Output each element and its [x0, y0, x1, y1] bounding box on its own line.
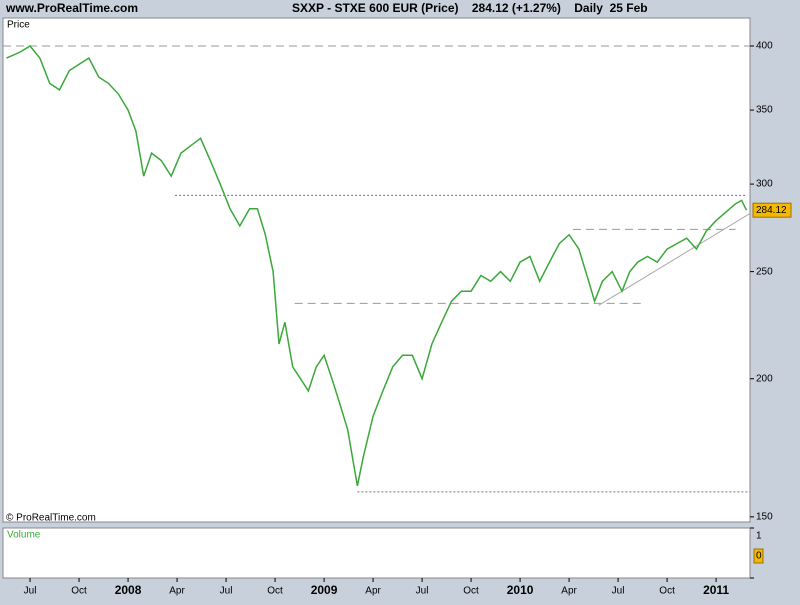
volume-box [753, 548, 764, 564]
panel-label: Price [7, 20, 30, 31]
x-tick-label: Apr [169, 586, 185, 597]
price-line [6, 45, 748, 487]
x-tick-label: Oct [71, 586, 87, 597]
last-price-label: 284.12 [756, 205, 787, 216]
reference-line [598, 213, 750, 306]
copyright: © ProRealTime.com [6, 513, 96, 524]
x-tick-label: Oct [659, 586, 675, 597]
x-tick-label: Jul [416, 586, 429, 597]
chart-title: SXXP - STXE 600 EUR (Price) 284.12 (+1.2… [292, 1, 648, 15]
y-tick-label: 300 [756, 179, 773, 190]
volume-tick-label: 1 [756, 531, 762, 542]
y-tick-label: 150 [756, 511, 773, 522]
y-tick-label: 400 [756, 41, 773, 52]
x-tick-label: Jul [220, 586, 233, 597]
x-tick-label: Oct [463, 586, 479, 597]
x-tick-label: Jul [612, 586, 625, 597]
y-tick-label: 250 [756, 266, 773, 277]
x-tick-label: 2010 [507, 583, 534, 597]
header-bar [0, 0, 800, 18]
x-tick-label: Apr [561, 586, 577, 597]
volume-panel [2, 527, 751, 579]
x-tick-label: Apr [365, 586, 381, 597]
x-tick-label: 2011 [703, 583, 729, 597]
volume-label: Volume [7, 530, 41, 541]
site-name: www.ProRealTime.com [5, 1, 138, 15]
x-tick-label: 2008 [115, 583, 142, 597]
x-tick-label: Jul [24, 586, 37, 597]
y-tick-label: 350 [756, 105, 773, 116]
x-tick-label: Oct [267, 586, 283, 597]
price-panel [2, 17, 751, 523]
y-tick-label: 200 [756, 373, 773, 384]
x-tick-label: 2009 [311, 583, 338, 597]
last-price-box [752, 202, 792, 218]
volume-tick-label: 0 [756, 551, 762, 562]
